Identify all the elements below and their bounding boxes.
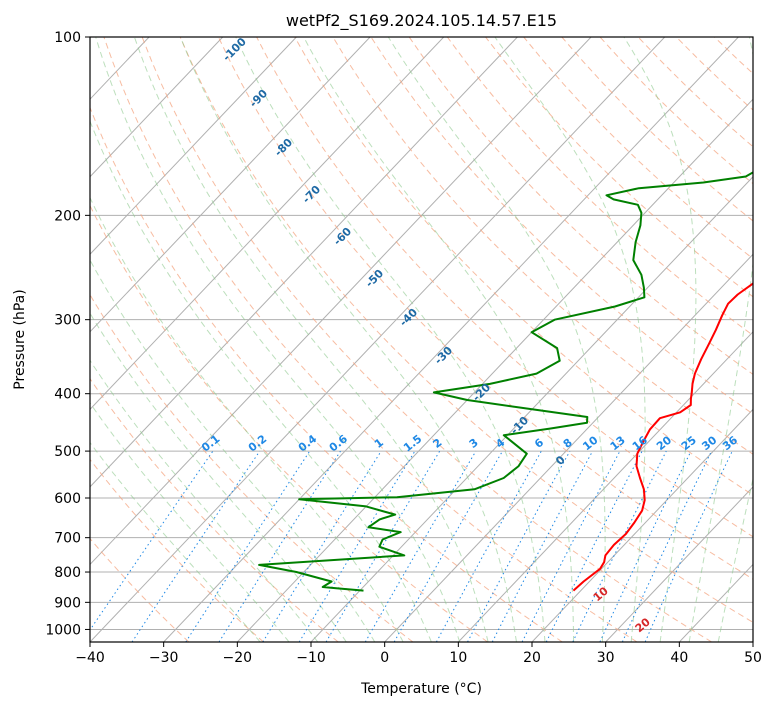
x-tick-label: 20 (523, 650, 541, 666)
mixing-ratio-line (467, 450, 571, 642)
dry-adiabat (90, 204, 488, 642)
y-tick-label: 300 (54, 313, 81, 329)
dry-adiabat (370, 37, 753, 415)
x-tick-label: −10 (296, 650, 326, 666)
moist-adiabat (133, 37, 489, 642)
dry-adiabat (446, 37, 753, 336)
isotherm--90 (90, 37, 297, 256)
mixing-ratio-line (572, 450, 667, 642)
mixing-ratio-line (599, 450, 692, 642)
y-tick-label: 700 (54, 531, 81, 547)
lines-layer (258, 171, 753, 592)
isotherm-0 (384, 253, 753, 642)
mixing-ratio-line (90, 450, 214, 631)
mixing-ratio-line (325, 450, 441, 642)
x-tick-label: 0 (380, 650, 389, 666)
isotherm--50 (90, 37, 592, 566)
x-tick-label: 50 (744, 650, 762, 666)
moist-adiabat (90, 312, 347, 642)
mixing-ratio-line (621, 450, 712, 642)
moist-adiabat (623, 37, 697, 642)
dry-adiabat (408, 37, 753, 375)
dry-adiabat (90, 106, 563, 642)
mixing-ratio-line (364, 450, 477, 642)
moist-adiabat (90, 119, 432, 642)
moist-adiabat (90, 402, 290, 642)
x-tick-label: −30 (149, 650, 179, 666)
temperature-profile (572, 282, 753, 592)
moist-adiabat (235, 37, 546, 642)
chart-title: wetPf2_S169.2024.105.14.57.E15 (286, 11, 557, 31)
y-tick-label: 900 (54, 595, 81, 611)
y-axis-title: Pressure (hPa) (12, 289, 28, 389)
isotherm--80 (90, 37, 371, 333)
y-tick-label: 400 (54, 387, 81, 403)
dry-adiabat (90, 377, 339, 642)
isotherm--30 (163, 37, 739, 642)
y-tick-label: 600 (54, 491, 81, 507)
moist-adiabat (387, 37, 606, 642)
plot-area (90, 37, 753, 642)
dry-adiabat (217, 37, 753, 580)
dry-adiabat (141, 37, 712, 642)
isotherm-20 (531, 408, 753, 642)
dry-adiabat (90, 458, 264, 642)
x-tick-label: 30 (597, 650, 615, 666)
x-tick-label: −40 (75, 650, 105, 666)
dry-adiabat (179, 37, 753, 623)
y-tick-label: 200 (54, 208, 81, 224)
isotherm--40 (90, 37, 666, 642)
mixing-ratio-line (185, 450, 311, 642)
dry-adiabat (294, 37, 753, 496)
dewpoint-profile (258, 171, 753, 592)
mixing-ratio-line (218, 450, 341, 642)
isotherm-30 (605, 486, 753, 642)
moist-adiabat (90, 196, 404, 642)
x-tick-label: 10 (449, 650, 467, 666)
isotherm--20 (236, 98, 753, 642)
x-axis-title: Temperature (°C) (360, 681, 482, 697)
y-tick-label: 800 (54, 565, 81, 581)
mixing-ratio-line (131, 450, 261, 642)
y-tick-label: 100 (54, 30, 81, 46)
dry-adiabat (90, 537, 190, 642)
mixing-ratio-line (262, 450, 382, 642)
isotherm--70 (90, 37, 445, 411)
plot-frame (89, 36, 754, 643)
y-tick-label: 500 (54, 444, 81, 460)
x-tick-label: −20 (223, 650, 253, 666)
dry-adiabat (332, 37, 753, 455)
moist-adiabat (179, 37, 517, 642)
isotherm--100 (90, 37, 224, 178)
moist-adiabat (717, 476, 753, 642)
y-tick-label: 1000 (45, 622, 81, 638)
moist-adiabat (90, 259, 376, 642)
moist-adiabat (303, 37, 575, 642)
moist-adiabat (95, 37, 461, 642)
moist-adiabat (688, 37, 753, 642)
dry-adiabat (90, 293, 414, 642)
isotherm--60 (90, 37, 518, 488)
mixing-ratio-line (298, 450, 416, 642)
isotherm-10 (457, 331, 753, 642)
grid-layer (90, 37, 753, 642)
moist-adiabat (90, 359, 319, 642)
x-tick-label: 40 (670, 650, 688, 666)
axes-layer: −40 −30 −20 −10 0 10 20 30 40 50 100 200 300 400 500 60… (45, 30, 762, 666)
dry-adiabat (256, 37, 753, 538)
dry-adiabat (103, 37, 638, 642)
